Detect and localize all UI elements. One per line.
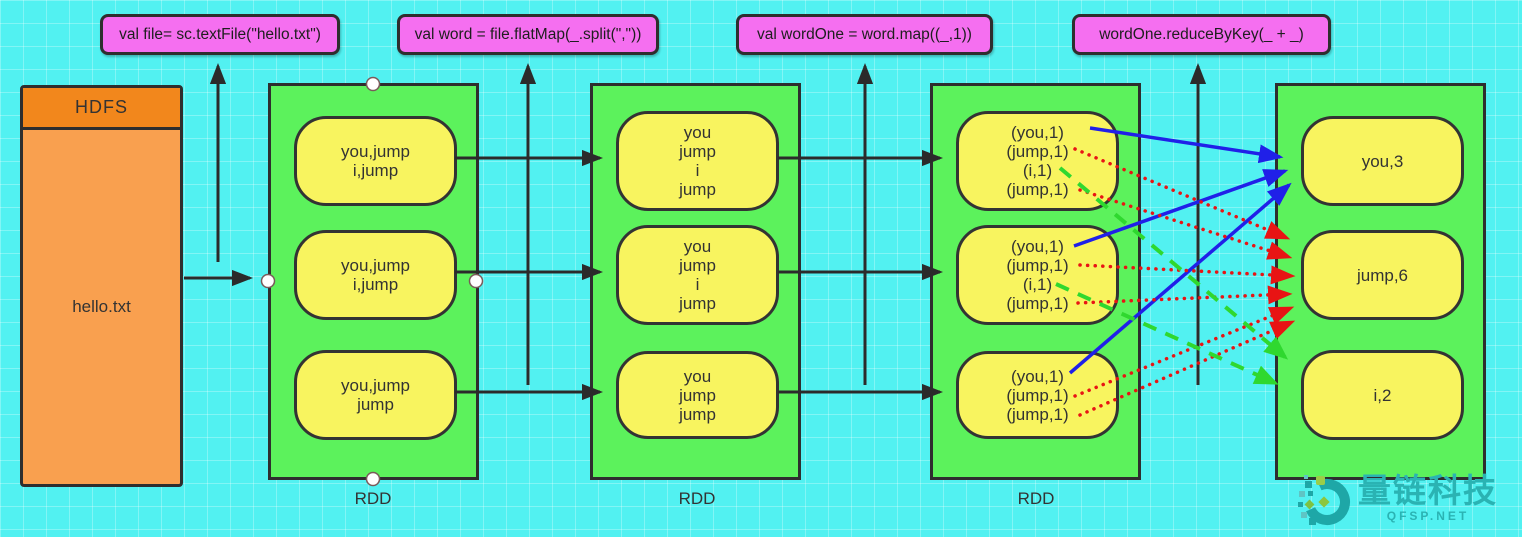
hdfs-file-name: hello.txt <box>72 297 131 316</box>
qfsp-logo-icon <box>1298 475 1350 525</box>
rdd1-partition-3[interactable]: you,jump jump <box>294 350 457 440</box>
code-label-map[interactable]: val wordOne = word.map((_,1)) <box>736 14 993 55</box>
rdd-caption-3: RDD <box>1017 489 1055 508</box>
rdd-box-4[interactable]: you,3 jump,6 i,2 <box>1275 83 1486 480</box>
rdd4-result-i[interactable]: i,2 <box>1301 350 1464 440</box>
rdd2-partition-3[interactable]: you jump jump <box>616 351 779 439</box>
watermark-text: 量链科技 QFSP.NET <box>1358 472 1498 524</box>
code-label-reducebykey[interactable]: wordOne.reduceByKey(_ + _) <box>1072 14 1331 55</box>
rdd1-partition-1[interactable]: you,jump i,jump <box>294 116 457 206</box>
watermark-brand: 量链科技 <box>1358 472 1498 509</box>
rdd-box-3[interactable]: (you,1) (jump,1) (i,1) (jump,1) (you,1) … <box>930 83 1141 480</box>
rdd4-result-you[interactable]: you,3 <box>1301 116 1464 206</box>
rdd2-partition-1[interactable]: you jump i jump <box>616 111 779 211</box>
rdd-box-1[interactable]: you,jump i,jump you,jump i,jump you,jump… <box>268 83 479 480</box>
hdfs-title: HDFS <box>23 88 180 130</box>
hdfs-box[interactable]: HDFS hello.txt <box>20 85 183 487</box>
rdd-caption-1: RDD <box>354 489 392 508</box>
rdd2-partition-2[interactable]: you jump i jump <box>616 225 779 325</box>
rdd-caption-2: RDD <box>678 489 716 508</box>
code-label-textfile[interactable]: val file= sc.textFile("hello.txt") <box>100 14 340 55</box>
rdd4-result-jump[interactable]: jump,6 <box>1301 230 1464 320</box>
watermark: 量链科技 QFSP.NET <box>1298 474 1498 530</box>
code-label-flatmap[interactable]: val word = file.flatMap(_.split(",")) <box>397 14 659 55</box>
rdd1-partition-2[interactable]: you,jump i,jump <box>294 230 457 320</box>
rdd3-partition-2[interactable]: (you,1) (jump,1) (i,1) (jump,1) <box>956 225 1119 325</box>
rdd3-partition-1[interactable]: (you,1) (jump,1) (i,1) (jump,1) <box>956 111 1119 211</box>
watermark-domain: QFSP.NET <box>1386 509 1470 523</box>
rdd3-partition-3[interactable]: (you,1) (jump,1) (jump,1) <box>956 351 1119 439</box>
rdd-box-2[interactable]: you jump i jump you jump i jump you jump… <box>590 83 801 480</box>
